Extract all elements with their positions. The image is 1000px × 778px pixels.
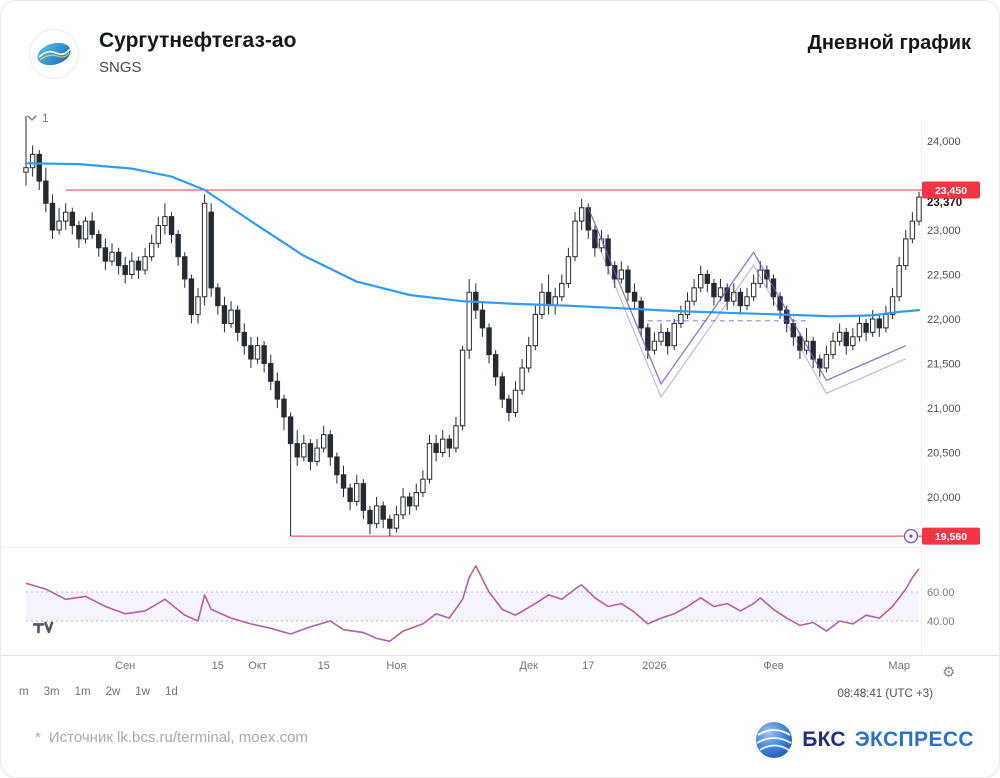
settings-gear-icon[interactable]: ⚙ xyxy=(942,664,956,681)
x-axis-label: 15 xyxy=(212,660,224,672)
tradingview-logo[interactable] xyxy=(32,619,55,639)
last-price-label: 23,370 xyxy=(927,197,962,209)
x-axis-label: Окт xyxy=(248,660,267,672)
surgutneftegas-logo-icon xyxy=(37,42,71,66)
y-axis-label: 24,000 xyxy=(927,136,961,148)
bcs-express-logo: БКС ЭКСПРЕСС xyxy=(755,721,974,759)
x-axis-label: 15 xyxy=(318,660,330,672)
bcs-globe-icon xyxy=(756,722,793,758)
source-text: Источник lk.bcs.ru/terminal, moex.com xyxy=(48,729,308,746)
x-axis-label: Сен xyxy=(115,660,135,672)
y-axis-label: 21,500 xyxy=(927,359,961,371)
rsi-level-label: 40.00 xyxy=(927,616,955,628)
source-asterisk: * xyxy=(35,729,41,746)
x-axis-label: Дек xyxy=(520,660,539,672)
range-button-4[interactable]: 2w xyxy=(105,686,121,698)
x-axis-label: Фев xyxy=(763,660,783,672)
interval-selector[interactable]: 1 xyxy=(27,111,49,125)
range-button-1[interactable]: m xyxy=(19,686,29,698)
brand-name-bold: БКС xyxy=(802,728,846,751)
range-button-3[interactable]: 1m xyxy=(74,686,91,698)
level-badge xyxy=(922,527,980,545)
y-axis-label: 23,000 xyxy=(927,225,961,237)
interval-value: 1 xyxy=(42,111,49,125)
y-axis-label: 22,500 xyxy=(927,270,961,282)
chevron-down-icon xyxy=(27,114,37,121)
ticker-label: SNGS xyxy=(99,59,142,76)
page-title: Сургутнефтегаз-ао xyxy=(99,29,297,52)
y-axis-label: 20,500 xyxy=(927,448,961,460)
x-axis-label: Ноя xyxy=(386,660,406,672)
x-axis-label: Мар xyxy=(888,660,910,672)
level-badge xyxy=(922,181,980,199)
range-toolbar: m 3m 1m 2w 1w 1d xyxy=(19,686,178,698)
y-axis-label: 20,000 xyxy=(927,492,961,504)
range-button-6[interactable]: 1d xyxy=(164,686,178,698)
candles xyxy=(23,116,922,537)
x-axis-label: 17 xyxy=(582,660,594,672)
range-button-5[interactable]: 1w xyxy=(135,686,150,698)
trend-drawing-channel xyxy=(587,220,907,399)
chart-canvas[interactable]: 60.00 40.00 24,000 23,000 22,500 22,000 21,500… xyxy=(1,109,1000,679)
rsi-level-label: 60.00 xyxy=(927,587,955,599)
source-note: * Источник lk.bcs.ru/terminal, moex.com xyxy=(35,729,308,746)
tradingview-icon xyxy=(32,621,54,634)
trend-drawing xyxy=(587,207,907,386)
chart-area[interactable]: 60.00 40.00 24,000 23,000 22,500 22,000 21,500… xyxy=(1,109,1000,679)
x-axis-label: 2026 xyxy=(642,660,666,672)
y-axis-label: 21,000 xyxy=(927,403,961,415)
svg-text:23,450: 23,450 xyxy=(935,185,967,197)
range-button-2[interactable]: 3m xyxy=(43,686,60,698)
rsi-line xyxy=(25,565,920,643)
rsi-pane: 60.00 40.00 xyxy=(25,565,955,643)
y-axis-label: 22,000 xyxy=(927,314,961,326)
company-logo xyxy=(29,29,79,79)
chart-type-title: Дневной график xyxy=(807,32,971,54)
brand-name-light: ЭКСПРЕСС xyxy=(854,728,974,751)
ma-line xyxy=(24,162,921,318)
svg-text:19,560: 19,560 xyxy=(935,531,967,543)
clock-label: 08:48:41 (UTC +3) xyxy=(837,688,933,700)
